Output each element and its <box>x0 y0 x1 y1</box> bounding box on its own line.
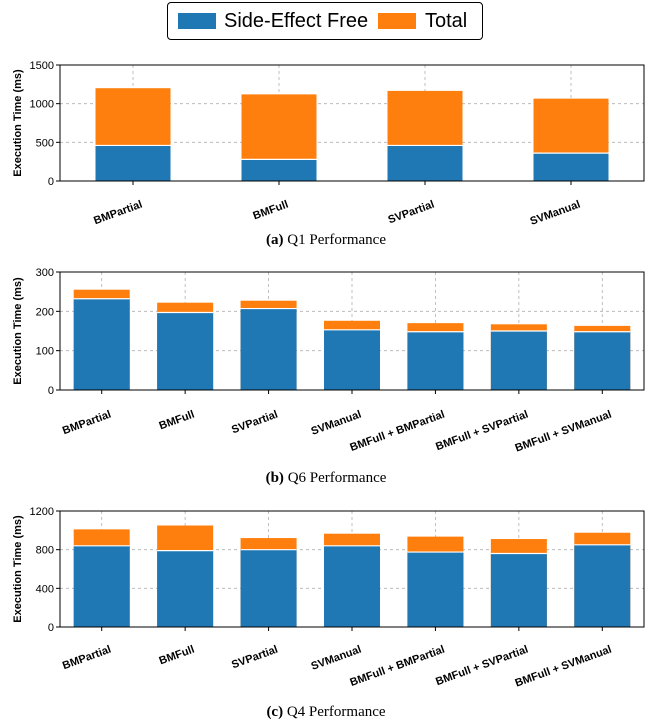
legend-swatch-side-effect-free <box>178 13 216 29</box>
xtick-label-a-1: BMFull <box>251 199 290 223</box>
xtick-label-a-2: SVPartial <box>387 199 437 227</box>
ytick-label-b-1: 100 <box>36 346 54 358</box>
xtick-label-b-4: BMFull + BMPartial <box>348 409 446 454</box>
xtick-label-c-2: SVPartial <box>230 644 280 672</box>
xtick-label-c-1: BMFull <box>158 644 197 668</box>
xtick-label-a-3: SVManual <box>529 199 583 228</box>
bar-side-effect-free-b-5 <box>490 331 547 390</box>
caption-b: (b) Q6 Performance <box>0 470 652 487</box>
xtick-label-b-1: BMFull <box>158 409 197 433</box>
bar-side-effect-free-a-3 <box>533 153 609 181</box>
bar-side-effect-free-b-6 <box>574 331 631 390</box>
xtick-label-c-3: SVManual <box>310 644 364 673</box>
bar-side-effect-free-a-2 <box>387 145 463 181</box>
legend-label-side-effect-free: Side-Effect Free <box>224 10 369 32</box>
xtick-label-b-3: SVManual <box>310 409 364 438</box>
xtick-label-c-6: BMFull + SVManual <box>514 644 614 690</box>
bar-side-effect-free-c-0 <box>73 545 130 627</box>
bar-side-effect-free-c-5 <box>490 553 547 627</box>
ytick-label-c-2: 800 <box>36 545 54 557</box>
legend: Side-Effect Free Total <box>167 2 483 40</box>
ylabel-c: Execution Time (ms) <box>12 515 24 623</box>
ytick-label-c-1: 400 <box>36 583 54 595</box>
xtick-label-b-0: BMPartial <box>61 409 113 438</box>
ytick-label-b-0: 0 <box>48 385 54 397</box>
bar-side-effect-free-c-2 <box>240 549 297 627</box>
ytick-label-b-2: 200 <box>36 306 54 318</box>
bar-side-effect-free-b-1 <box>157 312 214 390</box>
bar-side-effect-free-b-2 <box>240 308 297 390</box>
caption-c: (c) Q4 Performance <box>0 704 652 721</box>
ytick-label-a-3: 1500 <box>30 60 54 72</box>
ylabel-a: Execution Time (ms) <box>12 69 24 177</box>
caption-b-text: Q6 Performance <box>287 470 387 486</box>
ytick-label-c-3: 1200 <box>30 506 54 518</box>
ytick-label-a-2: 1000 <box>30 99 54 111</box>
bar-side-effect-free-c-6 <box>574 544 631 627</box>
bar-side-effect-free-a-1 <box>241 159 317 181</box>
ytick-label-a-0: 0 <box>48 176 54 188</box>
ytick-label-c-0: 0 <box>48 622 54 634</box>
bar-side-effect-free-c-3 <box>324 545 380 627</box>
caption-c-text: Q4 Performance <box>286 704 386 720</box>
caption-a: (a) Q1 Performance <box>0 232 652 249</box>
xtick-label-b-2: SVPartial <box>230 409 280 437</box>
xtick-label-c-0: BMPartial <box>61 644 113 673</box>
bar-side-effect-free-a-0 <box>95 145 171 181</box>
bar-side-effect-free-b-3 <box>324 329 380 390</box>
bar-side-effect-free-c-4 <box>407 552 464 627</box>
bar-side-effect-free-b-0 <box>73 298 130 390</box>
ytick-label-a-1: 500 <box>36 137 54 149</box>
bar-side-effect-free-b-4 <box>407 331 464 390</box>
bar-side-effect-free-c-1 <box>157 550 214 627</box>
caption-c-tag: (c) <box>266 704 284 720</box>
xtick-label-a-0: BMPartial <box>92 199 144 228</box>
xtick-label-c-4: BMFull + BMPartial <box>348 644 446 689</box>
legend-swatch-total <box>378 13 416 29</box>
ylabel-b: Execution Time (ms) <box>12 277 24 385</box>
xtick-label-b-6: BMFull + SVManual <box>514 409 614 455</box>
plot-frame-a <box>59 64 645 182</box>
legend-label-total: Total <box>425 10 468 32</box>
caption-a-tag: (a) <box>266 232 284 248</box>
caption-a-text: Q1 Performance <box>287 232 386 248</box>
ytick-label-b-3: 300 <box>36 267 54 279</box>
caption-b-tag: (b) <box>265 470 284 486</box>
